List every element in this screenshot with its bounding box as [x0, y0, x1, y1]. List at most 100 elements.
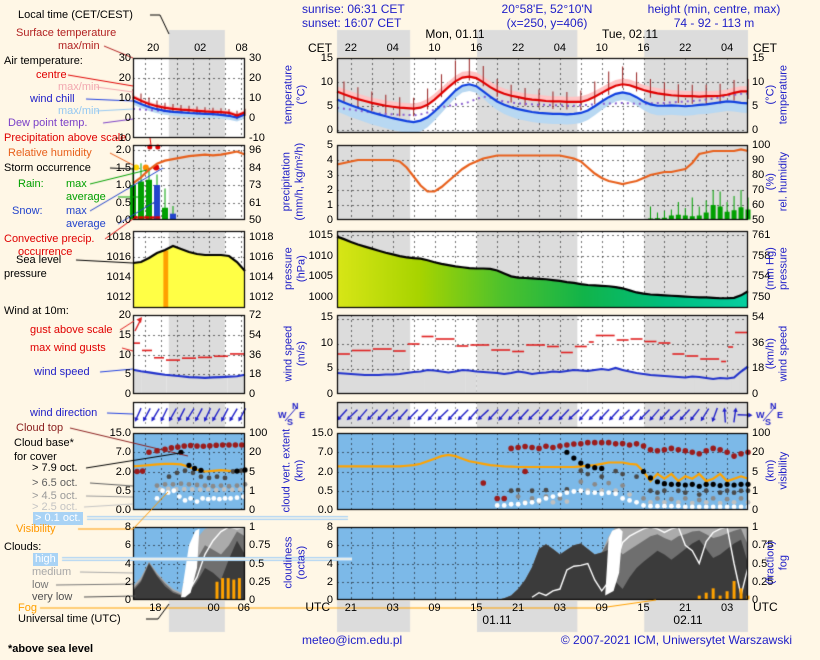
- label-clouds: Clouds:: [4, 541, 42, 553]
- tick-temp-mini-left-1: 20: [118, 72, 131, 84]
- time-mini-top-2: 08: [235, 42, 248, 54]
- tick-temp-mini-right-3: 0: [249, 112, 256, 124]
- tick-wind-mini-right-2: 36: [249, 348, 262, 361]
- tick-fog-mini-right-3: 0.25: [249, 575, 271, 588]
- tick-temp-mini-right-1: 20: [249, 72, 262, 84]
- tick-cloud-main-left-0: 15.0: [311, 427, 333, 439]
- time-main-bottom-2: 09: [428, 602, 441, 614]
- time-main-bottom-5: 03: [553, 602, 567, 614]
- time-main-top-8: 22: [679, 42, 692, 54]
- label-rain-max: max: [66, 178, 87, 190]
- day-header-2: Tue, 02.11: [601, 27, 659, 41]
- height-label: height (min, centre, max): [647, 2, 781, 16]
- time-main-bottom-4: 21: [511, 602, 525, 614]
- label-convective-occurrence: occurrence: [18, 246, 73, 258]
- tick-humidity-mini-right-0: 96: [249, 144, 262, 156]
- tick-humidity-mini-right-4: 50: [249, 214, 262, 226]
- tick-cloud-mini-left-2: 2.0: [115, 465, 131, 478]
- tick-temp-mini-right-4: -10: [249, 132, 265, 144]
- tick-pressure-mini-right-3: 1012: [249, 291, 274, 303]
- tick-cloudiness-mini-left-3: 2: [124, 575, 131, 588]
- tick-pressure-main-left-2: 1005: [308, 270, 333, 283]
- tick-wind-mini-left-0: 20: [118, 309, 131, 321]
- tick-cloud-main-left-1: 7.0: [317, 446, 333, 459]
- tick-temp-mini-left-4: -10: [115, 132, 131, 144]
- time-main-bottom-0: 21: [344, 602, 358, 614]
- time-main-top-2: 10: [428, 42, 441, 54]
- tick-fog-main-right-2: 0.5: [752, 557, 768, 570]
- sunset-text: sunset: 16:07 CET: [302, 16, 402, 30]
- tick-cloudiness-main-left-1: 6: [326, 539, 333, 552]
- tick-wind-main-left-2: 5: [326, 362, 333, 375]
- time-main-bottom-7: 15: [637, 602, 650, 614]
- tick-visibility-main-right-0: 100: [752, 427, 771, 439]
- time-mini-bottom-0: 18: [149, 602, 162, 614]
- tick-visibility-mini-right-1: 20: [249, 446, 262, 459]
- label-gust-above-scale: gust above scale: [30, 324, 113, 336]
- tick-precip-main-left-0: 5: [326, 139, 333, 151]
- tick-fog-main-right-4: 0: [752, 594, 759, 606]
- tick-wind-main-left-1: 10: [320, 336, 333, 349]
- label-cloud-base: Cloud base*: [14, 437, 74, 449]
- tick-cloud-main-left-4: 0.0: [317, 504, 333, 516]
- tick-visibility-mini-right-0: 100: [249, 427, 268, 439]
- tick-visibility-main-right-3: 1: [752, 484, 759, 497]
- tick-pressure-main-left-1: 1010: [308, 249, 333, 262]
- label-sea-level: Sea level: [16, 254, 62, 266]
- tick-precip-main-left-4: 1: [326, 199, 333, 211]
- label-oct-65: > 6.5 oct.: [32, 477, 78, 489]
- tick-humidity-mini-right-1: 84: [249, 161, 262, 174]
- footnote-above-sea-level: *above sea level: [8, 643, 94, 655]
- tick-temp-mini-left-2: 10: [118, 92, 131, 104]
- tick-pressure-main-right-2: 754: [752, 270, 771, 283]
- tick-precip-main-left-1: 4: [326, 154, 333, 166]
- time-main-top-0: 22: [344, 42, 358, 54]
- cet-label-left: CET: [308, 41, 332, 55]
- tick-cloud-mini-left-0: 15.0: [109, 427, 131, 439]
- time-main-top-7: 16: [637, 42, 650, 54]
- tick-precip-main-left-2: 3: [326, 169, 333, 181]
- tick-humidity-main-right-4: 60: [752, 199, 765, 211]
- time-mini-bottom-1: 00: [207, 602, 220, 614]
- tick-cloud-mini-left-3: 0.5: [115, 484, 131, 497]
- tick-fog-main-right-1: 0.75: [752, 539, 774, 552]
- tick-fog-mini-right-0: 1: [249, 521, 256, 533]
- time-main-bottom-3: 15: [470, 602, 483, 614]
- utc-label-left: UTC: [305, 600, 330, 614]
- tick-precip-mini-left-0: 2.0: [115, 144, 131, 156]
- date-1: 01.11: [482, 613, 512, 627]
- label-visibility: Visibility: [16, 523, 56, 535]
- label-clouds-low: low: [32, 579, 49, 591]
- label-oct-25: > 2.5 oct.: [32, 501, 78, 513]
- tick-precip-mini-left-2: 1.0: [115, 179, 131, 191]
- tick-cloud-main-left-2: 2.0: [317, 465, 333, 478]
- tick-wind-main-right-0: 54: [752, 311, 765, 323]
- time-main-bottom-6: 09: [595, 602, 608, 614]
- tick-temp-mini-right-0: 30: [249, 52, 262, 64]
- label-pressure-word: pressure: [4, 268, 47, 280]
- sunrise-text: sunrise: 06:31 CET: [302, 2, 405, 16]
- tick-wind-main-right-1: 36: [752, 336, 765, 349]
- tick-humidity-main-right-1: 90: [752, 154, 765, 166]
- tick-wind-mini-right-1: 54: [249, 328, 262, 341]
- tick-temp-main-left-1: 10: [320, 75, 333, 88]
- tick-cloudiness-mini-left-1: 6: [124, 539, 131, 552]
- cet-label-right: CET: [753, 41, 777, 55]
- tick-wind-main-right-3: 0: [752, 388, 759, 400]
- label-rain: Rain:: [18, 178, 44, 190]
- time-main-bottom-8: 21: [679, 602, 692, 614]
- label-chill-maxmin: max/min: [58, 105, 100, 117]
- contact-email-link[interactable]: meteo@icm.edu.pl: [302, 633, 403, 647]
- tick-precip-main-left-5: 0: [326, 214, 333, 226]
- tick-humidity-mini-right-2: 73: [249, 179, 262, 191]
- tick-humidity-main-right-2: 80: [752, 169, 765, 181]
- label-surface-temperature: Surface temperature: [16, 27, 117, 39]
- tick-temp-main-right-2: 5: [752, 99, 759, 112]
- tick-temp-main-right-0: 15: [752, 52, 765, 64]
- label-wind-direction: wind direction: [30, 407, 98, 419]
- time-main-bottom-1: 03: [386, 602, 399, 614]
- label-wind-speed: wind speed: [34, 366, 90, 378]
- tick-wind-mini-right-4: 0: [249, 388, 256, 400]
- tick-wind-main-right-2: 18: [752, 362, 765, 375]
